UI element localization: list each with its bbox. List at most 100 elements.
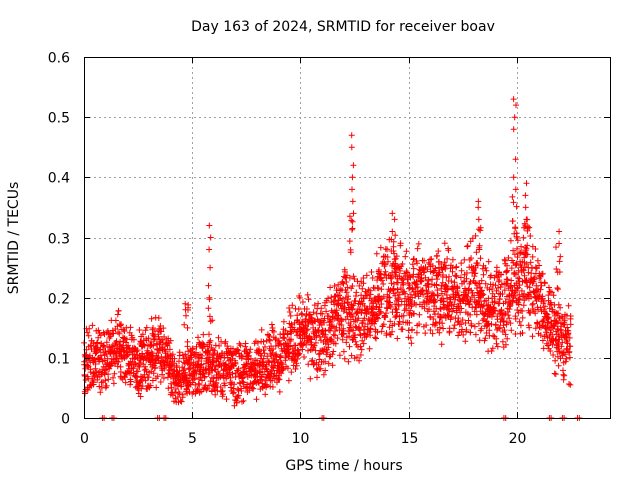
data-point <box>323 308 330 315</box>
data-point <box>352 323 359 330</box>
data-point <box>512 186 519 193</box>
data-point <box>458 305 465 312</box>
data-point <box>261 350 268 357</box>
data-point <box>512 292 519 299</box>
data-point <box>429 292 436 299</box>
data-point <box>91 372 98 379</box>
data-point <box>329 362 336 369</box>
data-point <box>84 387 91 393</box>
data-point <box>195 334 201 341</box>
data-point <box>475 320 482 327</box>
data-point <box>393 253 400 260</box>
data-point <box>221 382 228 389</box>
data-point <box>296 350 303 357</box>
data-point <box>536 262 543 269</box>
data-point <box>160 325 167 332</box>
data-point <box>392 232 399 239</box>
y-tick-label: 0.5 <box>48 111 70 127</box>
data-point <box>335 312 342 319</box>
data-point <box>247 355 254 362</box>
data-point <box>459 317 466 323</box>
data-point <box>553 318 560 325</box>
data-point <box>234 346 241 353</box>
data-point <box>264 382 271 389</box>
data-point <box>89 322 96 329</box>
data-point <box>547 348 554 354</box>
data-point <box>278 370 285 377</box>
data-point <box>333 287 340 294</box>
data-point <box>276 388 283 395</box>
data-point <box>154 354 161 361</box>
data-point <box>432 265 439 272</box>
data-point <box>507 320 514 327</box>
data-point <box>364 292 370 299</box>
data-point <box>555 362 562 369</box>
data-point <box>512 225 519 232</box>
data-point <box>553 337 560 344</box>
data-point <box>532 325 539 332</box>
data-point <box>344 299 351 306</box>
data-point <box>336 352 343 359</box>
data-point <box>285 377 292 384</box>
data-point <box>420 269 427 276</box>
data-point <box>432 320 439 327</box>
data-point <box>532 310 539 317</box>
data-point <box>556 228 563 235</box>
data-point <box>304 326 311 333</box>
data-point <box>471 308 478 315</box>
data-point <box>354 278 361 285</box>
data-point <box>262 391 269 398</box>
data-point <box>561 372 568 379</box>
data-point <box>392 292 399 299</box>
data-point <box>539 270 546 277</box>
data-point <box>519 314 526 321</box>
data-point <box>103 339 110 346</box>
data-point <box>155 315 162 321</box>
data-point <box>435 292 441 299</box>
data-point <box>242 385 249 392</box>
data-point <box>332 340 339 347</box>
y-tick-label: 0.2 <box>48 292 70 308</box>
data-point <box>162 348 169 355</box>
data-point <box>87 382 94 389</box>
data-point <box>340 348 347 355</box>
data-point <box>537 332 544 339</box>
data-point <box>422 274 429 281</box>
data-point <box>207 378 214 385</box>
data-point <box>540 345 547 352</box>
data-point <box>244 360 251 367</box>
data-point <box>330 331 337 338</box>
data-point <box>338 318 345 325</box>
data-point <box>348 132 355 139</box>
data-point <box>418 277 425 284</box>
data-point <box>425 259 432 266</box>
data-point <box>250 385 257 392</box>
data-point <box>340 330 347 337</box>
data-point <box>260 347 267 354</box>
data-point <box>366 345 373 352</box>
data-point <box>563 355 570 362</box>
data-point <box>496 277 503 284</box>
data-point <box>215 358 222 365</box>
data-point <box>531 276 538 282</box>
data-point <box>425 284 432 290</box>
data-point <box>527 259 534 266</box>
data-point <box>375 285 382 292</box>
data-point <box>529 333 536 340</box>
data-point <box>436 324 443 331</box>
data-point <box>442 265 449 272</box>
data-point <box>121 328 128 335</box>
data-point <box>446 308 453 314</box>
data-point <box>492 321 499 328</box>
data-point <box>534 257 541 264</box>
data-point <box>242 340 249 347</box>
data-point <box>134 368 141 375</box>
data-point <box>456 292 462 299</box>
data-point <box>350 302 357 309</box>
data-point <box>393 306 400 313</box>
data-point <box>553 244 559 251</box>
data-point <box>308 336 315 343</box>
data-point <box>150 342 157 349</box>
data-point <box>127 381 134 388</box>
data-point <box>288 336 294 343</box>
